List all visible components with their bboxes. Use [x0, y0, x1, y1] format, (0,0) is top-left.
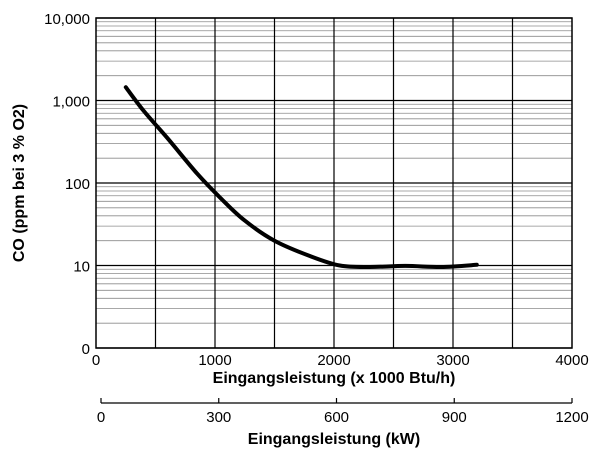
y-tick-label: 10 — [73, 259, 90, 276]
x-tick-label: 4000 — [555, 352, 588, 369]
secondary-x-tick-label: 1200 — [555, 409, 588, 426]
secondary-x-tick-label: 0 — [97, 409, 105, 426]
y-tick-label: 1,000 — [52, 94, 90, 111]
x-tick-label: 0 — [92, 352, 100, 369]
series-line-co — [123, 85, 479, 270]
secondary-x-tick-label: 900 — [442, 409, 467, 426]
secondary-x-tick-labels: 0 300 600 900 1200 — [97, 409, 589, 426]
secondary-x-tick-label: 600 — [324, 409, 349, 426]
x-axis-title: Eingangsleistung (x 1000 Btu/h) — [213, 370, 456, 387]
y-tick-label: 10,000 — [44, 11, 90, 28]
x-tick-label: 1000 — [198, 352, 231, 369]
y-tick-label: 100 — [65, 176, 90, 193]
y-tick-labels: 0 10 100 1,000 10,000 — [44, 11, 90, 358]
x-tick-label: 2000 — [317, 352, 350, 369]
secondary-x-axis — [100, 398, 573, 404]
y-axis-title: CO (ppm bei 3 % O2) — [11, 104, 28, 262]
y-tick-label: 0 — [82, 341, 90, 358]
x-tick-label: 3000 — [436, 352, 469, 369]
secondary-x-tick-label: 300 — [206, 409, 231, 426]
secondary-x-axis-title: Eingangsleistung (kW) — [248, 431, 420, 448]
plot-frame — [95, 17, 573, 349]
x-tick-labels: 0 1000 2000 3000 4000 — [92, 352, 589, 369]
